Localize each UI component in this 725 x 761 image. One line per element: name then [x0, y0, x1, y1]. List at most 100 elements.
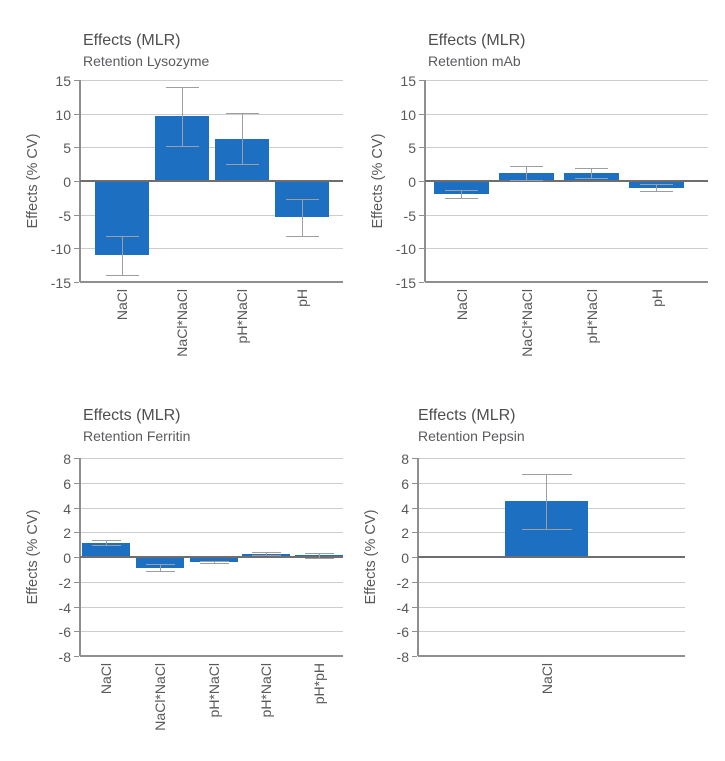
- y-tick-mark: [74, 80, 79, 81]
- y-tick-mark: [74, 656, 79, 657]
- y-tick-mark: [74, 147, 79, 149]
- y-tick-label: -4: [58, 599, 71, 616]
- y-tick-label: -15: [395, 275, 416, 291]
- chart-title: Effects (MLR): [418, 407, 516, 424]
- error-bar-cap-top: [199, 560, 229, 562]
- zero-line: [80, 556, 343, 558]
- x-tick-label: pH*pH: [311, 663, 327, 705]
- error-bar-line: [526, 166, 527, 180]
- y-tick-label: -15: [50, 275, 71, 291]
- gridline: [80, 147, 343, 149]
- x-tick-label: NaCl*NaCl: [152, 663, 168, 731]
- x-tick-label: pH*NaCl: [206, 663, 222, 718]
- x-tick-label: NaCl: [114, 289, 130, 321]
- y-tick-mark: [74, 532, 79, 534]
- y-tick-label: -8: [58, 649, 71, 665]
- error-bar-cap-top: [145, 564, 175, 566]
- error-bar-cap-top: [225, 112, 259, 114]
- y-tick-mark: [74, 507, 79, 509]
- x-tick-label: NaCl*NaCl: [174, 289, 190, 357]
- x-axis-line: [80, 655, 343, 657]
- error-bar-cap-bottom: [575, 177, 608, 179]
- error-bar-cap-top: [285, 198, 319, 200]
- error-bar-cap-bottom: [640, 191, 673, 193]
- y-tick-label: 2: [401, 525, 409, 542]
- chart-title: Effects (MLR): [83, 407, 181, 424]
- plot-area: 8 6 4 2 0 -2 -4 -6 -8 NaCl: [397, 452, 685, 694]
- chart-subtitle: Retention Ferritin: [83, 428, 191, 444]
- y-tick-label: 5: [63, 140, 71, 157]
- error-bar-line: [213, 560, 215, 564]
- gridline: [425, 113, 708, 115]
- error-bar-cap-top: [165, 86, 199, 88]
- error-bar-cap-top: [575, 168, 608, 170]
- y-tick-mark: [412, 557, 417, 558]
- x-tick-label: pH: [648, 289, 665, 307]
- y-tick-label: -2: [396, 574, 409, 591]
- y-tick-label: 6: [63, 475, 71, 492]
- gridline: [80, 80, 343, 81]
- y-tick-mark: [74, 606, 79, 608]
- y-tick-mark: [74, 214, 79, 216]
- y-tick-label: 0: [63, 174, 71, 190]
- y-tick-mark: [412, 458, 417, 459]
- bar-pH*NaCl: [190, 557, 238, 562]
- y-tick-mark: [412, 656, 417, 657]
- error-bar-line: [105, 540, 107, 546]
- gridline: [418, 606, 685, 608]
- y-tick-mark: [412, 482, 417, 484]
- gridline: [80, 214, 343, 216]
- y-tick-mark: [419, 147, 424, 149]
- gridline: [425, 248, 708, 250]
- y-tick-label: 8: [401, 451, 409, 467]
- error-bar-cap-bottom: [105, 274, 139, 276]
- y-tick-label: 2: [63, 525, 71, 542]
- y-tick-mark: [419, 248, 424, 250]
- x-tick-label: pH*NaCl: [258, 663, 274, 718]
- y-tick-mark: [419, 80, 424, 81]
- error-bar-cap-bottom: [251, 555, 281, 557]
- y-tick-label: -10: [50, 241, 71, 258]
- x-tick-label: pH*NaCl: [234, 289, 250, 344]
- y-tick-label: 0: [401, 550, 409, 566]
- y-tick-label: -5: [403, 207, 416, 224]
- y-tick-label: 0: [408, 174, 416, 190]
- y-tick-mark: [74, 482, 79, 484]
- error-bar-line: [265, 552, 267, 556]
- y-tick-label: 15: [400, 73, 416, 89]
- gridline: [80, 482, 343, 484]
- error-bar-line: [546, 474, 547, 529]
- y-tick-mark: [412, 507, 417, 509]
- chart-subtitle: Retention mAb: [428, 53, 521, 69]
- error-bar-cap-top: [521, 474, 572, 476]
- x-axis-line: [418, 655, 685, 657]
- error-bar-line: [591, 168, 592, 178]
- x-tick-label: pH*NaCl: [583, 289, 600, 344]
- x-tick-label: NaCl: [98, 663, 114, 695]
- error-bar-cap-top: [304, 552, 334, 554]
- y-tick-mark: [412, 631, 417, 633]
- y-tick-label: 5: [408, 140, 416, 157]
- error-bar-line: [121, 235, 123, 275]
- y-tick-mark: [412, 532, 417, 534]
- error-bar-cap-top: [445, 189, 478, 191]
- plot-area: 15 10 5 0 -5 -10 -15 NaCl NaCl*NaCl pH*NaCl pH: [396, 74, 708, 357]
- y-tick-label: 10: [400, 106, 416, 123]
- y-tick-label: -8: [396, 649, 409, 665]
- error-bar-cap-bottom: [510, 179, 543, 181]
- error-bar-cap-bottom: [445, 197, 478, 199]
- error-bar-line: [461, 189, 462, 198]
- bar-NaCl: [82, 542, 130, 557]
- y-tick-label: 15: [55, 73, 71, 89]
- x-tick-label: NaCl: [453, 289, 470, 321]
- gridline: [418, 581, 685, 583]
- error-bar-cap-bottom: [165, 145, 199, 147]
- gridline: [418, 458, 685, 459]
- error-bar-cap-top: [510, 166, 543, 168]
- x-axis-line: [425, 281, 708, 283]
- y-tick-label: 4: [63, 500, 71, 517]
- error-bar-cap-bottom: [225, 164, 259, 166]
- zero-line: [80, 180, 343, 182]
- error-bar-cap-bottom: [521, 528, 572, 530]
